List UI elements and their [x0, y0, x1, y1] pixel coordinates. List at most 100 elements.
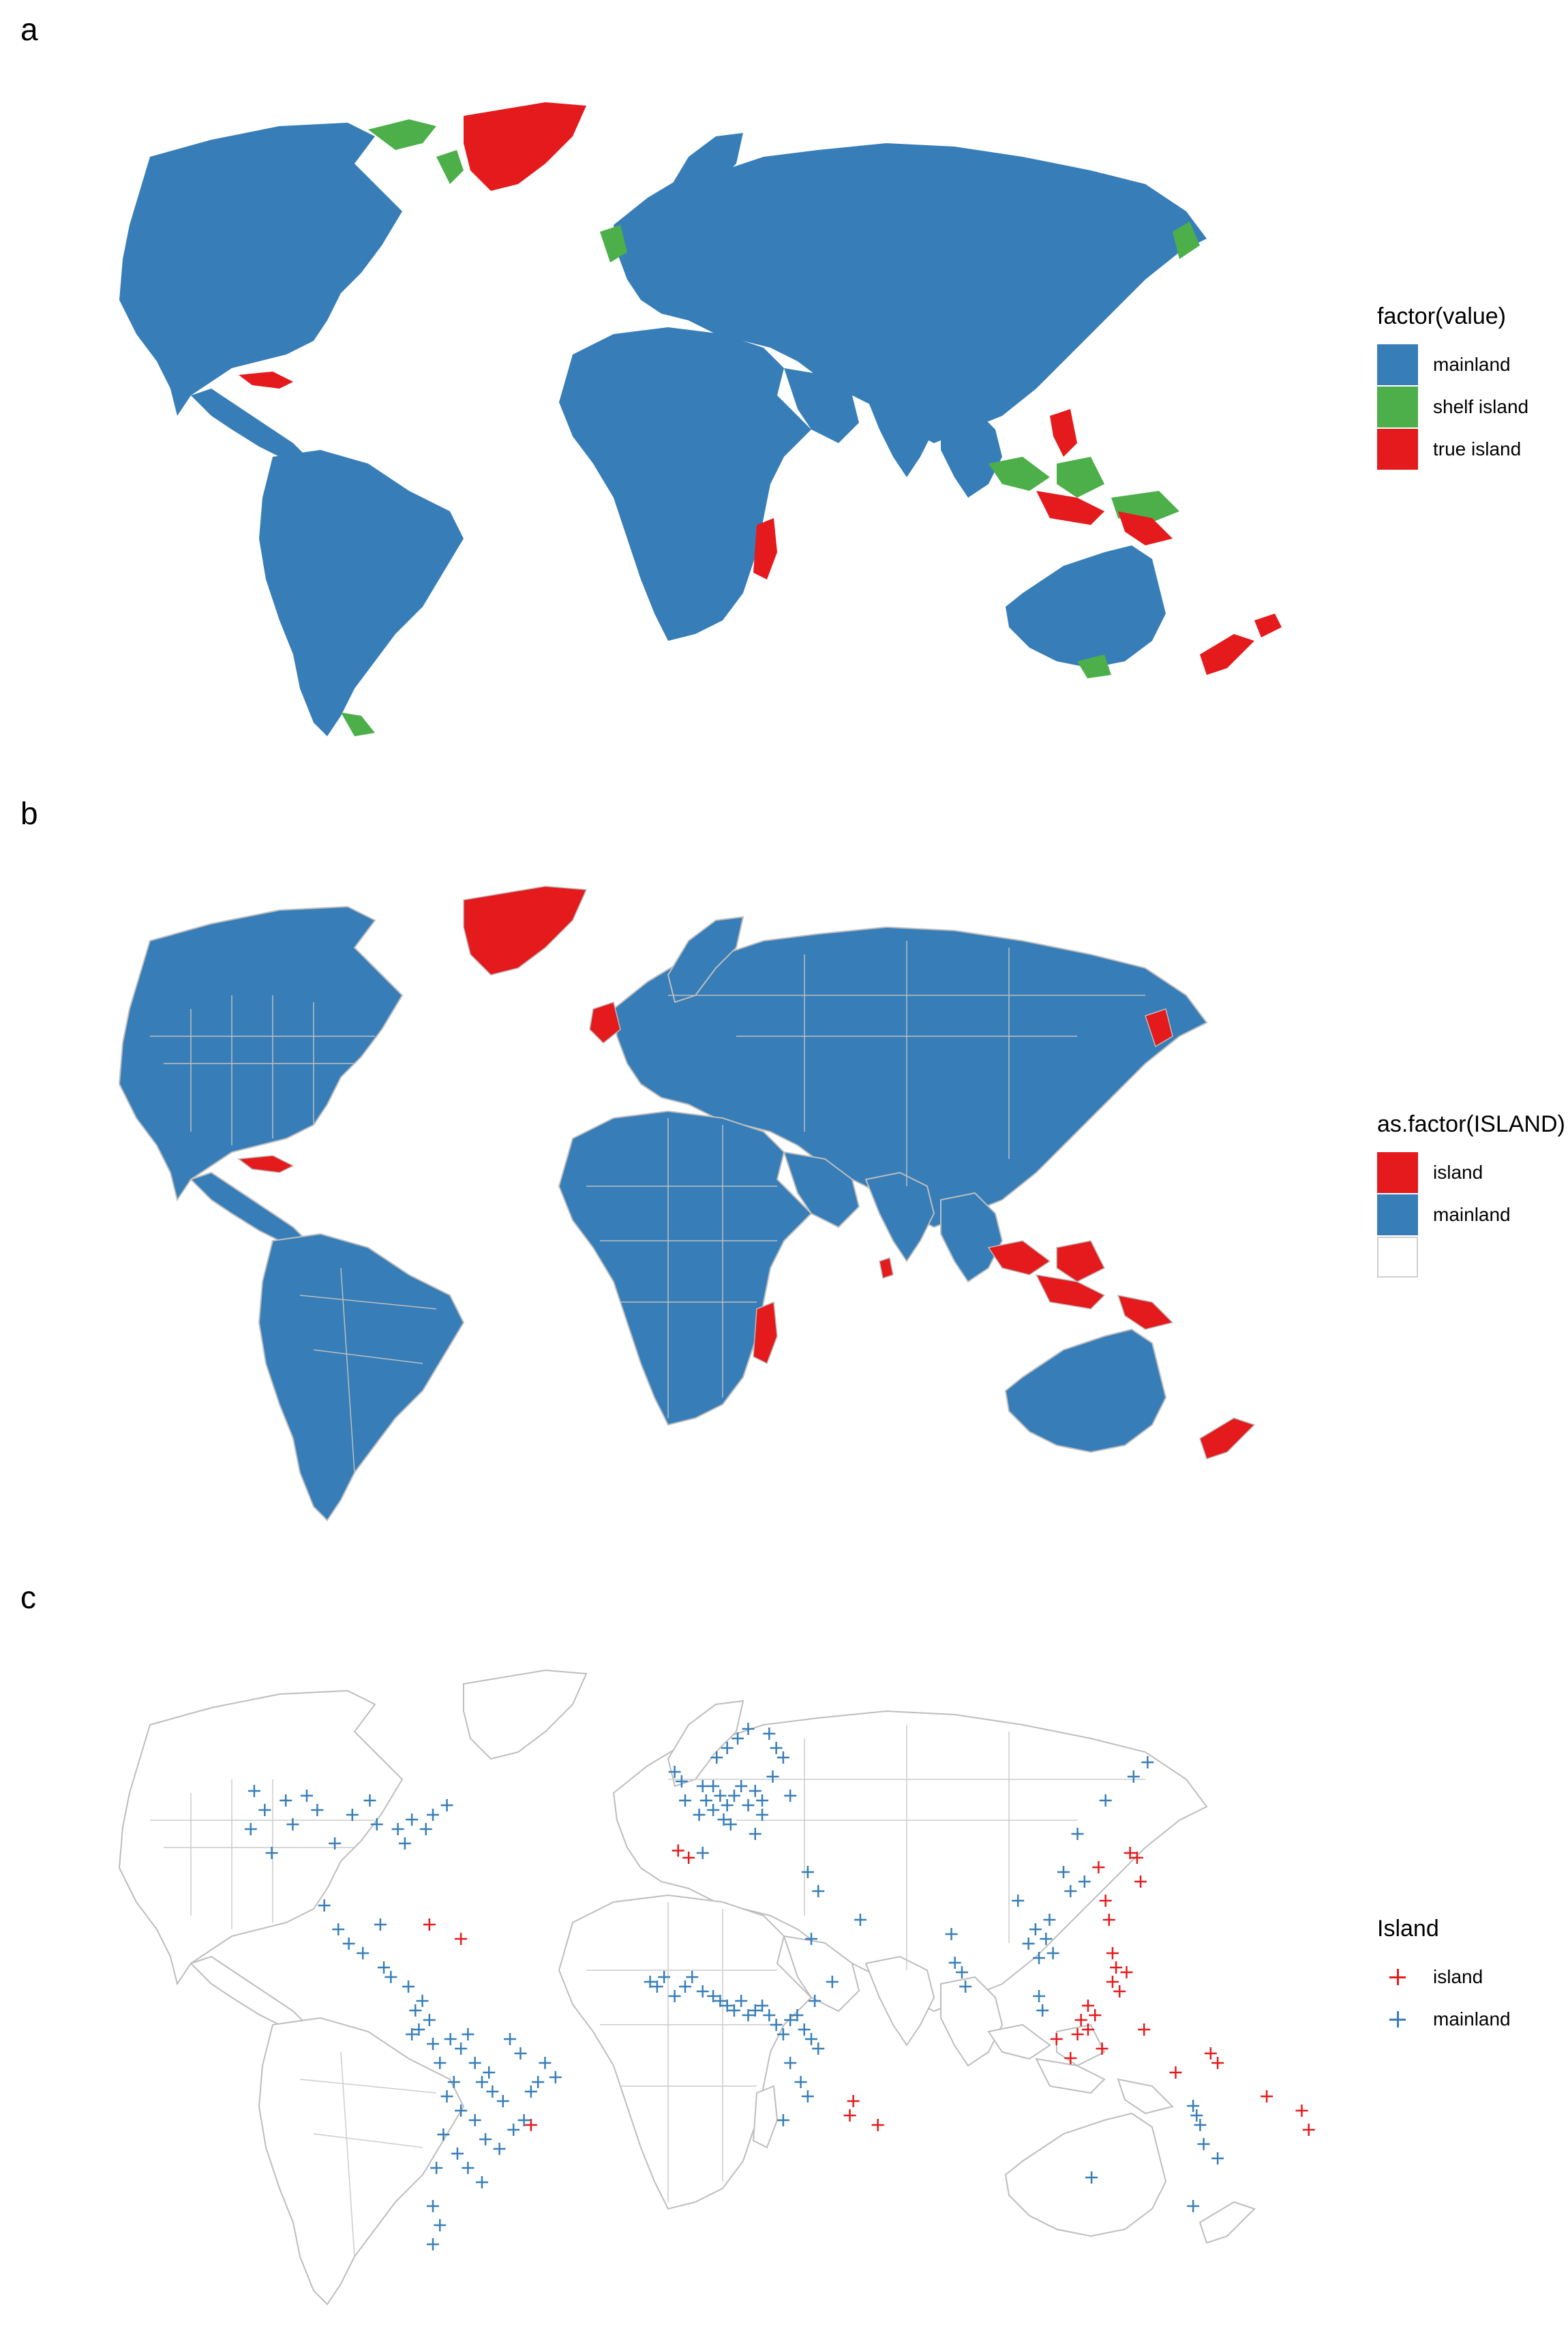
mainland-point — [391, 1823, 404, 1835]
mainland-point — [805, 1933, 817, 1945]
mainland-point — [462, 2162, 474, 2174]
island-point — [1302, 2124, 1315, 2136]
mainland-point — [812, 2042, 825, 2055]
mainland-point — [258, 1804, 271, 1816]
mainland-point — [451, 2147, 464, 2160]
mainland-point — [402, 1980, 415, 1993]
legend-swatch-na — [1377, 1237, 1418, 1278]
mainland-point — [742, 2009, 755, 2021]
mainland-point — [770, 1742, 783, 1754]
mainland-point — [427, 2200, 439, 2212]
mainland-point — [1194, 2119, 1207, 2131]
legend-item-na — [1377, 1236, 1565, 1278]
mainland-point — [766, 1770, 779, 1783]
mainland-point — [756, 1809, 769, 1821]
island-point — [1134, 1875, 1147, 1888]
mainland-point — [1064, 1885, 1077, 1897]
panel-label-a: a — [20, 12, 38, 47]
legend-swatch-mainland-b — [1377, 1194, 1418, 1235]
mainland-point — [742, 1723, 755, 1735]
legend-label-true-island: true island — [1433, 438, 1522, 459]
legend-swatch-island — [1377, 1152, 1418, 1193]
island-point — [1081, 2023, 1094, 2036]
mainland-point — [721, 2000, 734, 2012]
mainland-point — [732, 1732, 744, 1745]
mainland-point — [398, 1837, 411, 1850]
mainland-point — [707, 1780, 720, 1792]
mainland-point — [696, 1780, 709, 1792]
mainland-point — [777, 2028, 789, 2040]
mainland-point — [1127, 1770, 1140, 1783]
mainland-point — [385, 1971, 397, 1983]
mainland-point — [1085, 2171, 1098, 2184]
mainland-point — [735, 1995, 748, 2007]
mainland-point — [679, 1980, 691, 1993]
mainland-point — [798, 2023, 811, 2036]
mainland-point — [721, 1799, 734, 1811]
legend-label-shelf-island: shelf island — [1433, 396, 1529, 417]
mainland-point — [1057, 1866, 1070, 1878]
mainland-point — [650, 1980, 663, 1993]
legend-b: as.factor(ISLAND) island mainland — [1377, 1111, 1565, 1278]
mainland-point — [675, 1775, 688, 1788]
country-outlines-c — [118, 1669, 1256, 2306]
legend-label-mainland-c: mainland — [1433, 2008, 1511, 2030]
mainland-point — [1033, 1952, 1046, 1964]
legend-swatch-shelf-island — [1377, 387, 1418, 427]
island-point — [1204, 2047, 1217, 2060]
legend-label-mainland-b: mainland — [1433, 1204, 1511, 1225]
mainland-point — [430, 2162, 443, 2174]
legend-cross-mainland — [1377, 1999, 1418, 2040]
mainland-point — [955, 1966, 968, 1978]
mainland-point — [679, 1794, 691, 1807]
legend-item-island: island — [1377, 1151, 1565, 1194]
island-point — [1106, 1976, 1119, 1988]
mainland-point — [1071, 1828, 1084, 1840]
legend-cross-island — [1377, 1957, 1418, 1997]
mainland-point — [462, 2028, 474, 2040]
mainland-point — [440, 2090, 453, 2102]
island-point — [1102, 1914, 1115, 1926]
mainland-point — [434, 2057, 447, 2069]
mainland-point — [727, 1790, 740, 1802]
mainland-point — [721, 1742, 734, 1754]
mainland-point — [756, 1794, 769, 1807]
island-point — [1092, 1861, 1105, 1873]
legend-a: factor(value) mainland shelf island true… — [1377, 303, 1528, 470]
mainland-point — [686, 1971, 699, 1983]
mainland-point — [763, 2009, 776, 2021]
mainland-point — [777, 1751, 789, 1764]
mainland-point — [801, 2090, 814, 2102]
island-point — [1124, 1847, 1136, 1859]
mainland-point — [532, 2076, 545, 2088]
mainland-point — [434, 2219, 447, 2231]
mainland-point — [409, 2004, 422, 2017]
mainland-point — [696, 1847, 709, 1859]
landmass-island-b — [237, 886, 1256, 1460]
panel-label-b: b — [20, 796, 38, 831]
mainland-point — [427, 2038, 439, 2050]
legend-label-mainland: mainland — [1433, 354, 1511, 375]
mainland-point — [948, 1957, 961, 1969]
world-map-b — [118, 886, 1256, 1522]
mainland-point — [801, 1866, 814, 1878]
mainland-point — [549, 2071, 562, 2083]
island-point — [1261, 2090, 1273, 2102]
map-b — [55, 859, 1316, 1527]
mainland-point — [756, 2000, 769, 2012]
mainland-point — [265, 1847, 278, 1859]
mainland-point — [959, 1980, 972, 1993]
mainland-point — [707, 1804, 720, 1816]
mainland-point — [329, 1837, 342, 1850]
panel-label-c: c — [20, 1580, 36, 1615]
island-point — [1089, 2009, 1102, 2021]
mainland-point — [479, 2133, 492, 2145]
mainland-point — [318, 1899, 331, 1912]
mainland-point — [710, 1751, 723, 1764]
island-point — [672, 1844, 684, 1857]
mainland-point — [1187, 2200, 1200, 2212]
mainland-point — [468, 2057, 481, 2069]
map-a — [55, 75, 1316, 743]
mainland-point — [286, 1818, 299, 1830]
mainland-point — [444, 2033, 457, 2045]
